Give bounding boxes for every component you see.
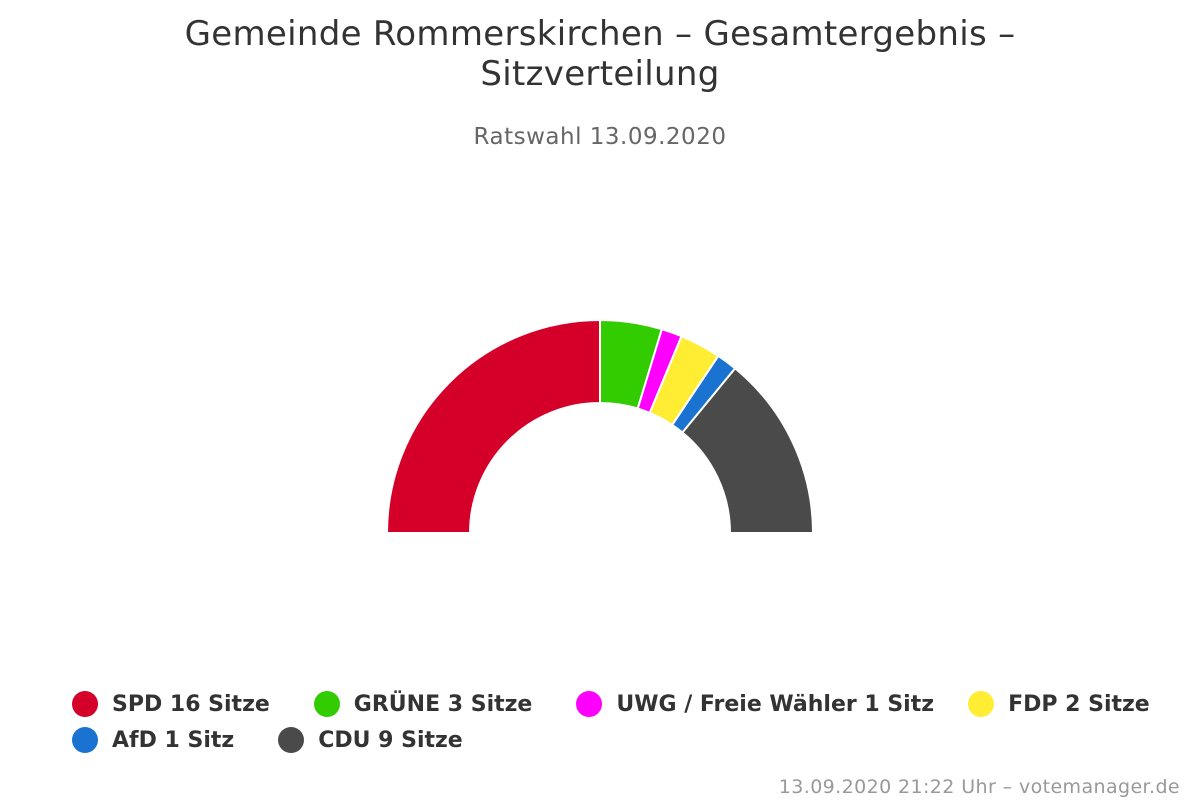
legend-label-spd: SPD 16 Sitze <box>112 691 270 717</box>
legend-row-1: SPD 16 Sitze GRÜNE 3 Sitze UWG / Freie W… <box>72 686 1172 722</box>
chart-title: Gemeinde Rommerskirchen – Gesamtergebnis… <box>184 14 1016 94</box>
legend-swatch-spd <box>72 691 98 717</box>
legend-label-uwg: UWG / Freie Wähler 1 Sitz <box>616 691 935 717</box>
legend-label-afd: AfD 1 Sitz <box>112 727 235 753</box>
legend-label-cdu: CDU 9 Sitze <box>318 727 463 753</box>
legend-item-fdp[interactable]: FDP 2 Sitze <box>968 691 1150 717</box>
credits-text[interactable]: 13.09.2020 21:22 Uhr – votemanager.de <box>778 776 1180 798</box>
legend-swatch-gruene <box>313 691 340 717</box>
legend-item-spd[interactable]: SPD 16 Sitze <box>72 691 270 717</box>
chart-subtitle: Ratswahl 13.09.2020 <box>473 124 727 150</box>
chart-legend: SPD 16 Sitze GRÜNE 3 Sitze UWG / Freie W… <box>72 686 1172 758</box>
slice-spd[interactable] <box>386 319 601 534</box>
slice-cdu[interactable] <box>681 367 814 534</box>
legend-row-2: AfD 1 Sitz CDU 9 Sitze <box>72 722 1172 758</box>
legend-swatch-afd <box>72 727 98 753</box>
legend-label-fdp: FDP 2 Sitze <box>1008 691 1150 717</box>
legend-swatch-cdu <box>278 727 305 753</box>
legend-item-afd[interactable]: AfD 1 Sitz <box>72 727 234 753</box>
legend-label-gruene: GRÜNE 3 Sitze <box>353 691 533 717</box>
legend-swatch-fdp <box>968 691 995 717</box>
legend-item-uwg[interactable]: UWG / Freie Wähler 1 Sitz <box>576 691 934 717</box>
legend-item-cdu[interactable]: CDU 9 Sitze <box>278 727 463 753</box>
legend-item-gruene[interactable]: GRÜNE 3 Sitze <box>313 691 533 717</box>
legend-swatch-uwg <box>576 691 603 717</box>
